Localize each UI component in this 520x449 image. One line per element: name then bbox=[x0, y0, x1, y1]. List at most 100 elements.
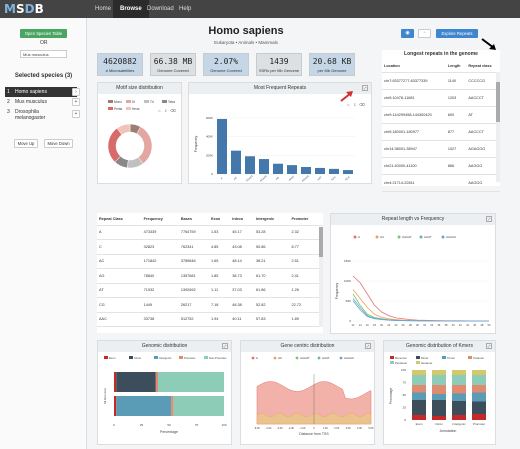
chart-tool-icon[interactable]: ⌫ bbox=[170, 108, 176, 113]
stacked-bar-segment[interactable] bbox=[452, 401, 466, 415]
explore-repeats-button[interactable]: Explore Repeats bbox=[436, 29, 478, 38]
stacked-bar-segment[interactable] bbox=[171, 396, 174, 416]
stacked-bar-segment[interactable] bbox=[158, 372, 224, 392]
stacked-bar-segment[interactable] bbox=[432, 375, 446, 385]
stacked-bar-segment[interactable] bbox=[472, 414, 486, 420]
stacked-bar-segment[interactable] bbox=[432, 370, 446, 375]
column-header[interactable]: Exon bbox=[208, 213, 231, 226]
species-item[interactable]: 2 Mus musculus bbox=[5, 97, 77, 107]
view-toggle-button[interactable]: ◉ bbox=[401, 29, 414, 38]
msdb-logo[interactable]: M S D B bbox=[4, 2, 44, 16]
expand-icon[interactable]: ⤢ bbox=[365, 343, 371, 349]
bar[interactable] bbox=[343, 170, 353, 174]
bar[interactable] bbox=[217, 118, 227, 174]
table-row[interactable]: C 32823 762341 4.85 43.08 50.86 8.77 bbox=[97, 239, 323, 255]
species-toggle-button[interactable]: › bbox=[72, 88, 80, 96]
stacked-bar-segment[interactable] bbox=[432, 394, 446, 400]
column-header[interactable]: Intron bbox=[230, 213, 254, 226]
table-row[interactable]: CG 1449 26217 7.18 48.38 52.82 22.72 bbox=[97, 297, 323, 313]
column-header[interactable]: Repeat Class bbox=[97, 213, 142, 226]
table-row[interactable]: chr5:10478-11681 1203 AACCCT bbox=[382, 89, 500, 107]
stacked-bar-segment[interactable] bbox=[452, 393, 466, 402]
stacked-bar-segment[interactable] bbox=[452, 415, 466, 420]
expand-icon[interactable]: ⤢ bbox=[222, 343, 228, 349]
column-header[interactable]: Frequency bbox=[141, 213, 179, 226]
stacked-bar-segment[interactable] bbox=[173, 396, 224, 416]
legend-label: Non-Promoter bbox=[209, 356, 227, 360]
expand-icon[interactable]: ⤢ bbox=[486, 216, 492, 222]
bar[interactable] bbox=[287, 165, 297, 174]
chart-tool-icon[interactable]: ⌂ bbox=[347, 102, 350, 107]
stacked-bar-segment[interactable] bbox=[452, 375, 466, 385]
species-item[interactable]: 1 Homo sapiens bbox=[5, 87, 77, 97]
column-header[interactable]: Promoter bbox=[289, 213, 323, 226]
species-search-input[interactable]: Mus musculus bbox=[20, 50, 67, 58]
repeat-class-table: Repeat Class Frequency Bases Exon Intron Inte… bbox=[97, 213, 323, 327]
table-row[interactable]: chr5:180001-180977 877 AACCCT bbox=[382, 123, 500, 141]
stacked-bar-segment[interactable] bbox=[412, 392, 426, 401]
stacked-bar-segment[interactable] bbox=[452, 370, 466, 375]
stacked-bar-segment[interactable] bbox=[116, 396, 172, 416]
species-add-button[interactable]: + bbox=[72, 98, 80, 106]
expand-icon[interactable]: ⤢ bbox=[486, 343, 492, 349]
scrollbar[interactable] bbox=[496, 72, 500, 182]
stacked-bar-segment[interactable] bbox=[472, 375, 486, 385]
bar[interactable] bbox=[329, 168, 339, 174]
stacked-bar-segment[interactable] bbox=[155, 372, 158, 392]
bar[interactable] bbox=[273, 163, 283, 174]
stacked-bar-segment[interactable] bbox=[116, 372, 156, 392]
table-cell: 71932 bbox=[141, 283, 179, 298]
open-species-table-button[interactable]: Open Species Table bbox=[20, 29, 67, 38]
stacked-bar-segment[interactable] bbox=[412, 385, 426, 393]
stacked-bar-segment[interactable] bbox=[452, 385, 466, 394]
bar[interactable] bbox=[301, 167, 311, 174]
table-row[interactable]: chr21:40000-41100 866 AAGGG bbox=[382, 157, 500, 175]
repeat-class-table-panel: Repeat Class Frequency Bases Exon Intron Inte… bbox=[97, 213, 323, 333]
table-cell: 1.26 bbox=[289, 283, 323, 298]
stacked-bar-segment[interactable] bbox=[472, 392, 486, 402]
chart-tool-icon[interactable]: ⇩ bbox=[353, 102, 356, 107]
table-row[interactable]: AG 78840 1357681 1.85 38.73 61.70 2.41 bbox=[97, 268, 323, 284]
bar[interactable] bbox=[231, 150, 241, 174]
species-add-button[interactable]: + bbox=[72, 110, 80, 118]
stacked-bar-segment[interactable] bbox=[472, 401, 486, 415]
column-header[interactable]: Bases bbox=[178, 213, 209, 226]
stacked-bar-segment[interactable] bbox=[412, 415, 426, 420]
chart-tool-icon[interactable]: ⌂ bbox=[158, 108, 161, 113]
move-up-button[interactable]: Move Up bbox=[14, 139, 38, 148]
bar[interactable] bbox=[259, 159, 269, 174]
table-row[interactable]: A 473339 7764759 1.53 45.17 53.28 2.32 bbox=[97, 225, 323, 240]
chart-tool-icon[interactable]: ⇩ bbox=[164, 108, 167, 113]
stacked-bar-segment[interactable] bbox=[412, 370, 426, 375]
table-row[interactable]: chr7:63377277-63377339 1140 CCCCCG bbox=[382, 72, 500, 90]
bar[interactable] bbox=[315, 167, 325, 174]
stacked-bar-segment[interactable] bbox=[432, 400, 446, 416]
stacked-bar-segment[interactable] bbox=[114, 396, 117, 416]
stacked-bar-segment[interactable] bbox=[472, 385, 486, 393]
nav-download[interactable]: Download bbox=[147, 6, 174, 12]
bar[interactable] bbox=[245, 156, 255, 174]
view-toggle-button[interactable]: ▫ bbox=[418, 29, 431, 38]
expand-icon[interactable]: ⤢ bbox=[362, 85, 368, 91]
table-row[interactable]: AT 71932 1392692 1.11 37.03 61.86 1.26 bbox=[97, 283, 323, 298]
stacked-bar-segment[interactable] bbox=[432, 416, 446, 420]
stacked-bar-segment[interactable] bbox=[432, 385, 446, 394]
nav-home[interactable]: Home bbox=[95, 6, 112, 12]
stacked-bar-segment[interactable] bbox=[472, 370, 486, 375]
nav-browse[interactable]: Browse bbox=[113, 0, 149, 18]
table-row[interactable]: chr4:21714-22811 AAGGG bbox=[382, 174, 500, 192]
chart-tool-icon[interactable]: ⌫ bbox=[359, 102, 365, 107]
stacked-bar-segment[interactable] bbox=[412, 375, 426, 385]
species-item[interactable]: 3 Drosophila melanogaster bbox=[5, 107, 77, 121]
column-header[interactable]: Intergenic bbox=[253, 213, 290, 226]
scrollbar[interactable] bbox=[319, 227, 323, 327]
table-row[interactable]: chr9:144299458-144300420 600 AT bbox=[382, 106, 500, 124]
stacked-bar-segment[interactable] bbox=[114, 372, 117, 392]
table-row[interactable]: chr14:38001-38947 1027 AGAGGG bbox=[382, 140, 500, 158]
table-row[interactable]: AAC 33738 512752 1.94 40.11 57.83 1.89 bbox=[97, 312, 323, 327]
nav-help[interactable]: Help bbox=[179, 6, 192, 12]
move-down-button[interactable]: Move Down bbox=[44, 139, 73, 148]
stacked-bar-segment[interactable] bbox=[412, 400, 426, 415]
table-row[interactable]: AC 171842 3789846 1.65 48.14 38.21 2.51 bbox=[97, 254, 323, 269]
table-cell: 1.65 bbox=[208, 254, 231, 269]
